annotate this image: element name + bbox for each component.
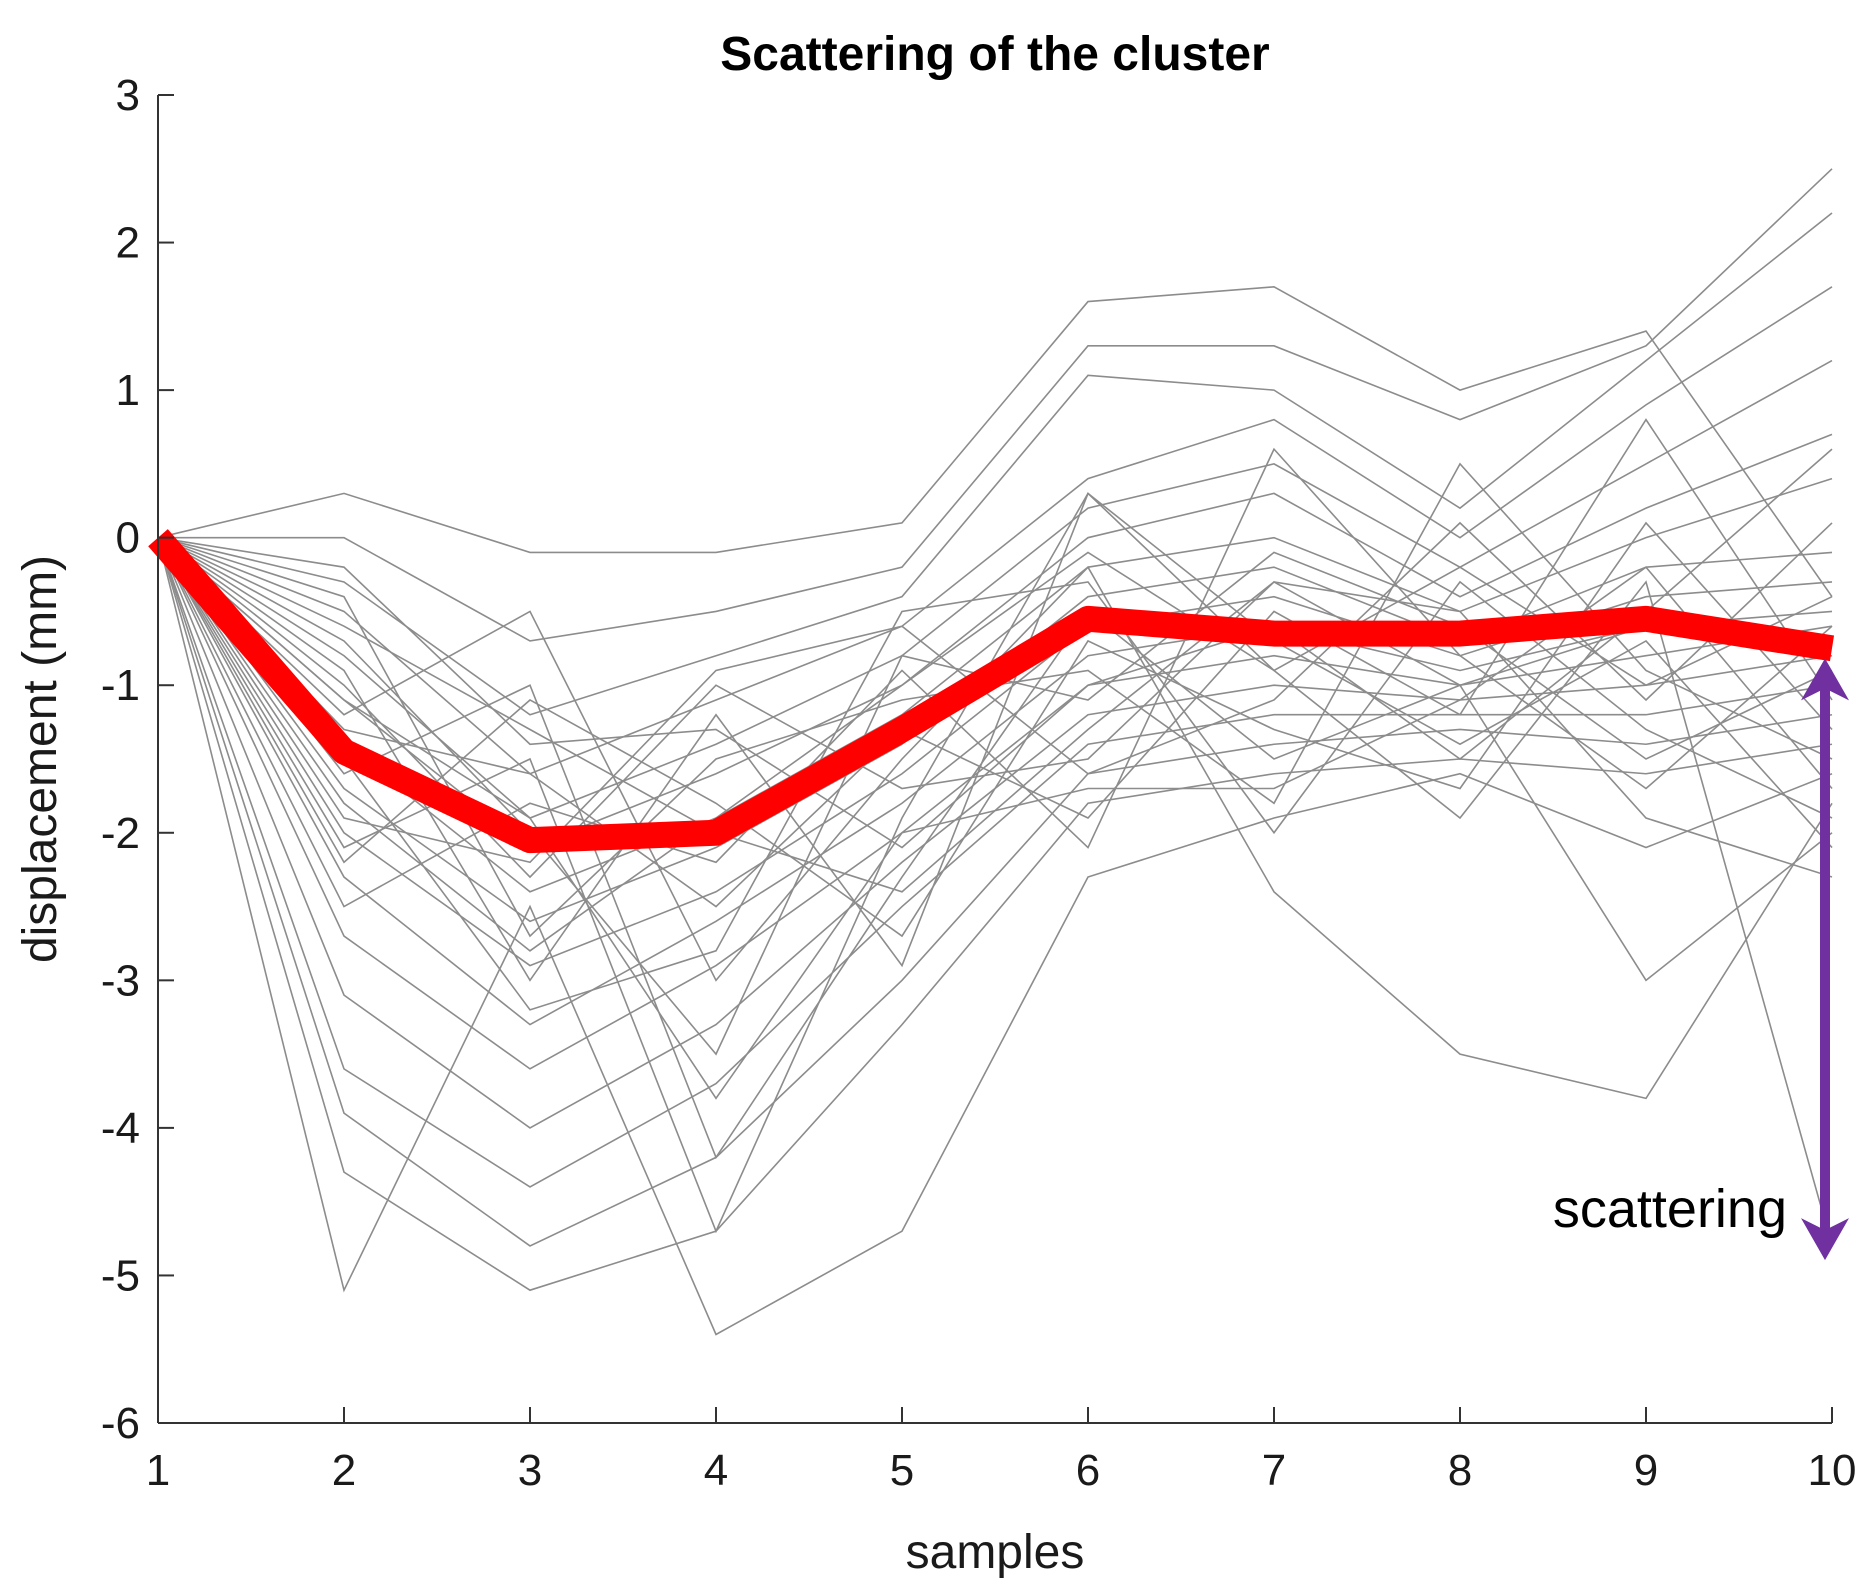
mean-line-group [148, 529, 1835, 854]
y-tick-label-0: 0 [116, 514, 140, 563]
cluster-series-line-23 [157, 447, 1833, 908]
x-ticks: 1 2 3 4 5 6 7 8 9 10 [146, 1407, 1857, 1495]
cluster-series-line-30 [157, 448, 1833, 849]
y-tick-label--1: -1 [101, 661, 140, 710]
x-tick-label-9: 9 [1634, 1446, 1658, 1495]
scattering-arrowhead-bottom [1801, 1218, 1849, 1261]
y-tick-label-3: 3 [116, 71, 140, 120]
cluster-series-line-2 [158, 168, 1833, 642]
y-tick-label-1: 1 [116, 366, 140, 415]
x-tick-label-3: 3 [518, 1446, 542, 1495]
x-tick-label-6: 6 [1076, 1446, 1100, 1495]
y-tick-label--2: -2 [101, 809, 140, 858]
mean-series-line [148, 529, 1835, 854]
scattering-label: scattering [1553, 1179, 1787, 1239]
x-tick-label-10: 10 [1808, 1446, 1857, 1495]
cluster-series-line-14 [157, 537, 1833, 1247]
y-tick-label--5: -5 [101, 1251, 140, 1300]
x-axis-title: samples [906, 1526, 1085, 1579]
x-tick-label-2: 2 [332, 1446, 356, 1495]
y-tick-label--3: -3 [101, 956, 140, 1005]
cluster-series-line-3 [157, 212, 1833, 716]
cluster-series-line-7 [157, 477, 1833, 893]
scattering-annotation: scattering [1553, 658, 1849, 1261]
cluster-series-line-6 [157, 433, 1833, 849]
cluster-series-line-21 [157, 521, 1833, 864]
scattering-arrowhead-top [1801, 658, 1849, 701]
chart-title: Scattering of the cluster [720, 28, 1269, 81]
x-tick-label-7: 7 [1262, 1446, 1286, 1495]
cluster-series-line-29 [157, 537, 1833, 1011]
cluster-series-line-1 [157, 286, 1833, 598]
cluster-series-line-18 [157, 537, 1833, 1160]
y-tick-label-2: 2 [116, 219, 140, 268]
y-axis-title: displacement (mm) [14, 555, 67, 963]
cluster-series-line-4 [157, 286, 1833, 775]
cluster-series-line-15 [157, 537, 1833, 1292]
cluster-series-line-22 [157, 492, 1833, 982]
cluster-series-line-16 [157, 537, 1833, 1336]
x-tick-label-4: 4 [704, 1446, 728, 1495]
x-tick-label-5: 5 [890, 1446, 914, 1495]
y-tick-label--4: -4 [101, 1104, 140, 1153]
y-tick-label--6: -6 [101, 1399, 140, 1448]
x-tick-label-1: 1 [146, 1446, 170, 1495]
y-ticks: 3 2 1 0 -1 -2 -3 -4 -5 -6 [101, 71, 174, 1448]
cluster-series-line-5 [157, 359, 1833, 819]
x-tick-label-8: 8 [1448, 1446, 1472, 1495]
cluster-lines [157, 168, 1833, 1336]
